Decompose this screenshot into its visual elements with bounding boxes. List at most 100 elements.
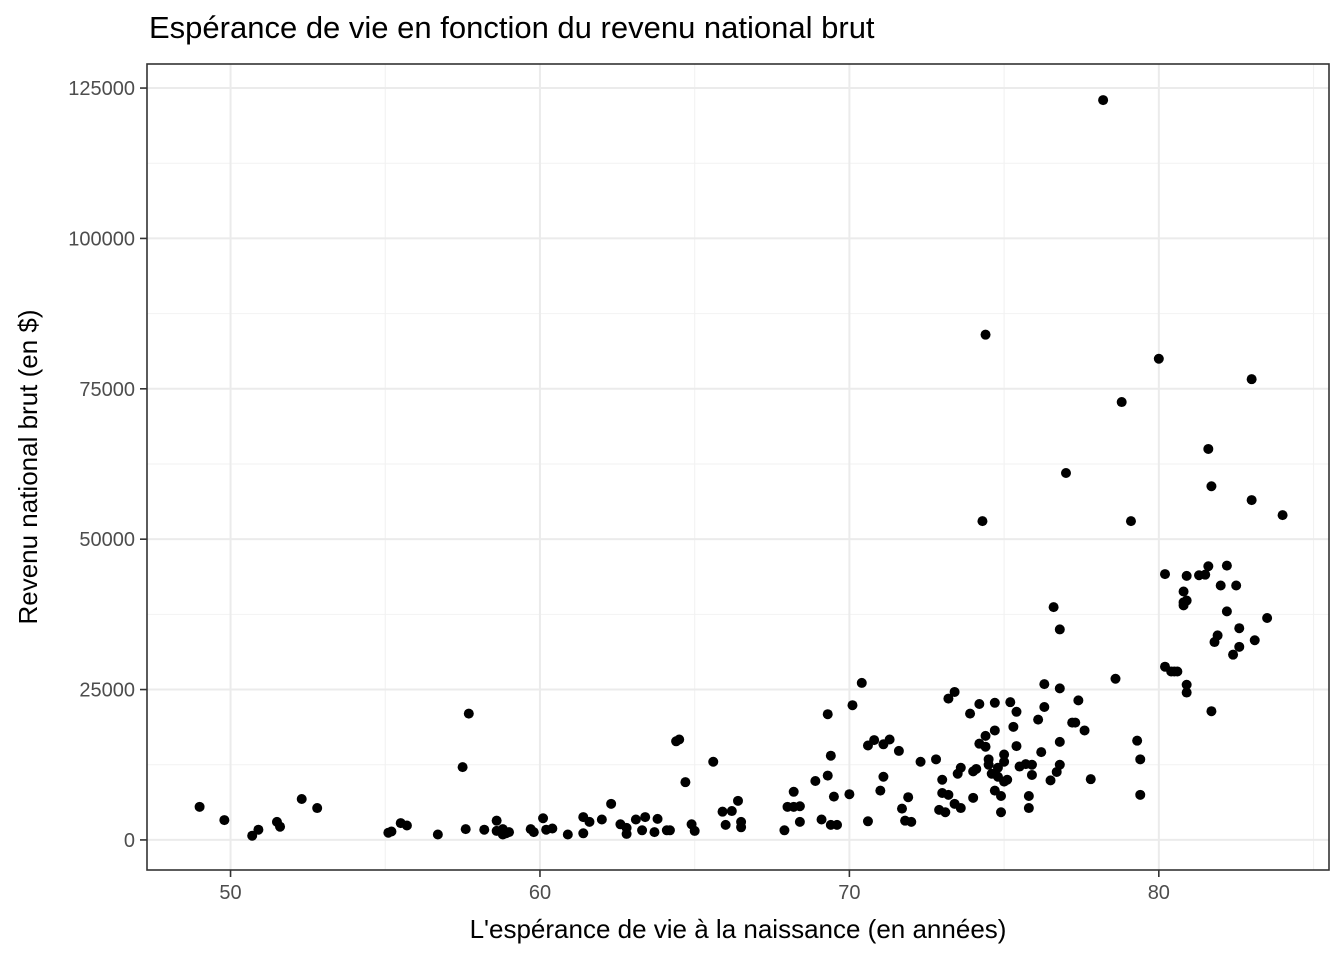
plot-border [146,63,1330,871]
data-point [847,700,858,711]
data-point [779,825,790,836]
data-point [1262,612,1273,623]
data-point [955,762,966,773]
data-point [1234,623,1245,634]
data-point [1110,673,1121,684]
data-point [652,813,663,824]
data-point [720,819,731,830]
data-point [386,826,397,837]
data-point [996,791,1007,802]
data-point [999,756,1010,767]
data-point [810,775,821,786]
plot-panel [147,64,1329,870]
data-point [1036,747,1047,758]
data-point [989,725,1000,736]
data-point [1060,468,1071,479]
data-point [596,814,607,825]
data-point [1203,561,1214,572]
data-point [937,774,948,785]
data-point [1073,695,1084,706]
data-point [689,825,700,836]
data-point [219,815,230,826]
data-point [1234,641,1245,652]
data-point [999,749,1010,760]
data-point [717,806,728,817]
data-point [708,756,719,767]
data-point [621,822,632,833]
data-point [1135,754,1146,765]
data-point [844,789,855,800]
data-point [674,734,685,745]
data-point [1011,706,1022,717]
data-point [915,756,926,767]
data-point [578,828,589,839]
data-point [1246,495,1257,506]
grid-major [147,64,1329,870]
data-point [980,329,991,340]
data-point [680,777,691,788]
x-axis-title: L'espérance de vie à la naissance (en an… [470,914,1007,944]
data-point [1054,759,1065,770]
data-point [1023,791,1034,802]
data-point [606,798,617,809]
data-point [943,693,954,704]
data-point [955,803,966,814]
data-point [943,789,954,800]
data-point [630,814,641,825]
data-point [832,819,843,830]
y-tick-label: 125000 [68,78,135,100]
data-point [1221,560,1232,571]
data-point [931,754,942,765]
data-point [1200,569,1211,580]
data-point [401,820,412,831]
data-point [862,816,873,827]
data-point [1026,769,1037,780]
data-point [1221,606,1232,617]
data-point [457,762,468,773]
data-point [893,745,904,756]
data-point [977,516,988,527]
data-point [247,830,258,841]
data-point [1206,481,1217,492]
data-point [968,792,979,803]
data-point [460,824,471,835]
data-point [1098,95,1109,106]
data-point [1011,741,1022,752]
data-point [1160,569,1171,580]
data-point [1054,624,1065,635]
data-point [1005,697,1016,708]
data-point [1039,701,1050,712]
data-point [584,816,595,827]
data-point [1045,775,1056,786]
data-point [989,697,1000,708]
grid-minor [147,64,1329,870]
data-point [1246,374,1257,385]
data-point [884,734,895,745]
data-point [1249,635,1260,646]
data-point [992,762,1003,773]
data-point [983,759,994,770]
data-point [1181,595,1192,606]
data-point [194,801,205,812]
data-point [1002,774,1013,785]
data-point [1125,516,1136,527]
x-tick-label: 60 [529,882,551,904]
data-point [906,816,917,827]
data-point [1039,679,1050,690]
data-point [965,708,976,719]
data-point [528,827,539,838]
data-point [1228,649,1239,660]
data-point [1181,679,1192,690]
data-point [856,677,867,688]
data-point [649,827,660,838]
data-point [875,785,886,796]
x-tick-label: 50 [219,882,241,904]
data-point [1023,803,1034,814]
data-point [1033,714,1044,725]
data-point [1079,725,1090,736]
data-point [736,822,747,833]
data-point [1153,353,1164,364]
x-axis-ticks: 50 60 70 80 [219,870,1170,904]
data-point [1181,687,1192,698]
data-point [1070,717,1081,728]
